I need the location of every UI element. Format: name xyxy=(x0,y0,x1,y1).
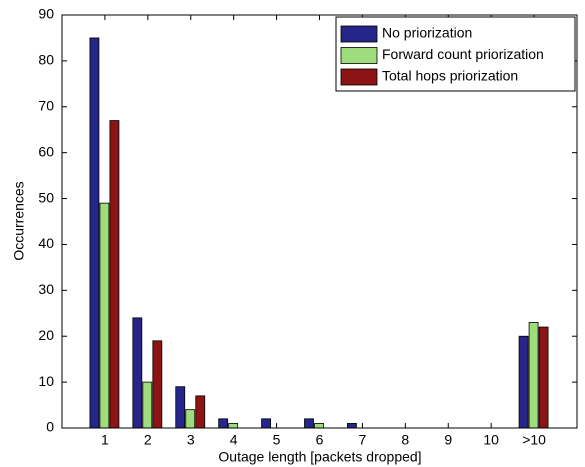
x-tick-label: 3 xyxy=(187,432,195,448)
x-tick-label: 5 xyxy=(273,432,281,448)
bar xyxy=(261,418,271,429)
bar xyxy=(152,340,163,429)
plot-frame xyxy=(61,14,578,429)
x-tick-label: 2 xyxy=(144,432,152,448)
y-tick-label: 10 xyxy=(38,373,54,389)
y-tick-label: 30 xyxy=(38,281,54,297)
bar xyxy=(132,317,143,429)
y-tick-label: 0 xyxy=(46,419,54,435)
bar xyxy=(99,202,110,429)
y-tick-label: 90 xyxy=(38,6,54,22)
legend-swatch xyxy=(340,68,378,86)
x-tick-label: 8 xyxy=(401,432,409,448)
x-tick-label: 1 xyxy=(101,432,109,448)
bar xyxy=(89,37,100,429)
bar xyxy=(142,381,153,429)
legend-label: Total hops priorization xyxy=(382,68,518,84)
x-tick-label: 10 xyxy=(483,432,499,448)
bar xyxy=(347,423,357,429)
y-tick-label: 50 xyxy=(38,189,54,205)
y-tick-label: 60 xyxy=(38,143,54,159)
y-tick-label: 70 xyxy=(38,97,54,113)
bar xyxy=(304,418,314,429)
legend-swatch xyxy=(340,25,378,43)
x-tick-label: 6 xyxy=(316,432,324,448)
legend-label: Forward count priorization xyxy=(382,46,544,62)
bar xyxy=(228,423,239,429)
y-tick-label: 80 xyxy=(38,52,54,68)
x-tick-label: 9 xyxy=(444,432,452,448)
bar xyxy=(518,335,529,429)
legend-label: No priorization xyxy=(382,25,472,41)
bar xyxy=(195,395,206,429)
bar xyxy=(538,326,549,429)
legend-swatch xyxy=(340,47,378,64)
y-tick-label: 40 xyxy=(38,235,54,251)
bar xyxy=(109,120,120,429)
bar xyxy=(314,423,324,429)
bar xyxy=(528,322,539,429)
bar xyxy=(185,409,196,429)
bar xyxy=(218,418,229,429)
x-tick-label: 4 xyxy=(230,432,238,448)
y-axis-title: Occurrences xyxy=(11,181,27,260)
x-axis-title: Outage length [packets dropped] xyxy=(218,449,421,465)
x-tick-label: 7 xyxy=(359,432,367,448)
x-tick-label: >10 xyxy=(522,432,546,448)
bar xyxy=(175,386,186,429)
y-tick-label: 20 xyxy=(38,327,54,343)
